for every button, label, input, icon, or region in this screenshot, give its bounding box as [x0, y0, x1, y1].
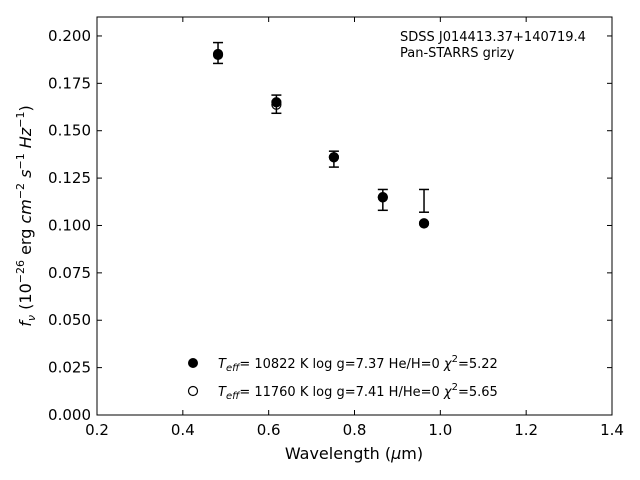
y-tick-label: 0.050	[48, 311, 91, 329]
x-axis-label: Wavelength (μm)	[285, 444, 423, 463]
y-axis-label: fν (10−26 erg cm−2 s−1 Hz−1)	[14, 105, 38, 326]
y-tick-label: 0.100	[48, 216, 91, 234]
x-tick-label: 1.4	[600, 421, 624, 439]
tick-labels: 0.2 0.4 0.6 0.8 1.0 1.2 1.4 0.000 0.025 0.050 0.07…	[48, 27, 624, 439]
model-point-filled	[271, 97, 282, 108]
annotation-object-name: SDSS J014413.37+140719.4	[400, 30, 586, 45]
y-tick-label: 0.125	[48, 169, 91, 187]
model-point-open	[212, 48, 224, 60]
plot-area	[96, 16, 613, 416]
legend-marker-filled	[188, 358, 198, 368]
y-tick-label: 0.150	[48, 122, 91, 140]
error-bar	[419, 188, 430, 213]
y-tick-label: 0.175	[48, 74, 91, 92]
x-tick-label: 0.6	[257, 421, 281, 439]
x-tick-label: 0.8	[343, 421, 367, 439]
legend-label-open: Teff= 11760 K log g=7.41 H/He=0 χ2=5.65	[218, 382, 498, 402]
x-tick-label: 0.2	[85, 421, 109, 439]
model-point-open	[328, 152, 339, 163]
model-point-open	[418, 218, 430, 229]
model-point-open	[377, 192, 388, 203]
x-tick-label: 1.0	[428, 421, 452, 439]
y-tick-label: 0.025	[48, 359, 91, 377]
y-tick-label: 0.075	[48, 264, 91, 282]
y-tick-label: 0.200	[48, 27, 91, 45]
data-markers	[212, 48, 430, 229]
model-point-open	[271, 99, 282, 110]
axis-ticks	[96, 17, 613, 416]
annotation-survey: Pan-STARRS grizy	[400, 46, 515, 61]
x-tick-label: 0.4	[171, 421, 195, 439]
legend-marker-open	[187, 385, 199, 397]
legend: Teff= 10822 K log g=7.37 He/H=0 χ2=5.22 …	[187, 354, 498, 402]
x-tick-label: 1.2	[514, 421, 538, 439]
y-tick-label: 0.000	[48, 406, 91, 424]
legend-label-filled: Teff= 10822 K log g=7.37 He/H=0 χ2=5.22	[218, 354, 498, 374]
